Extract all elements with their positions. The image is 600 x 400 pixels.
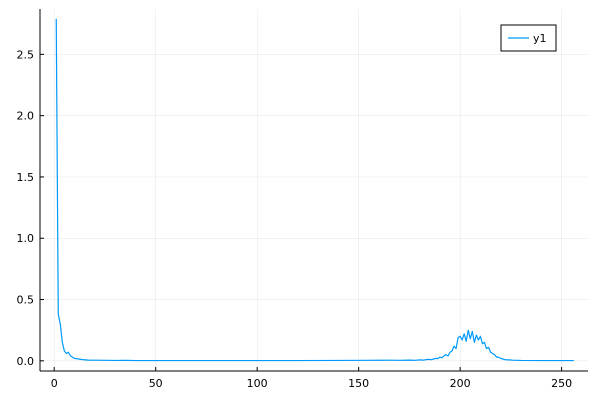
legend: y1 <box>500 24 557 52</box>
x-tick-label: 100 <box>247 377 268 390</box>
axes: 0 50 100 150 200 250 0.0 0.5 1.0 1.5 2.0 2.5 <box>17 9 588 390</box>
legend-label: y1 <box>533 32 547 45</box>
y-tick-label: 1.5 <box>17 171 35 184</box>
x-tick-label: 200 <box>450 377 471 390</box>
y-tick-label: 2.0 <box>17 110 35 123</box>
x-tick-label: 0 <box>51 377 58 390</box>
y-tick-label: 0.5 <box>17 294 35 307</box>
series-layer <box>55 18 574 362</box>
grid-lines <box>40 9 588 371</box>
y-tick-label: 0.0 <box>17 355 35 368</box>
series-line-y1 <box>55 18 574 362</box>
x-tick-label: 150 <box>348 377 369 390</box>
x-tick-label: 50 <box>149 377 163 390</box>
y-tick-label: 1.0 <box>17 232 35 245</box>
y-tick-label: 2.5 <box>17 48 35 61</box>
x-tick-label: 250 <box>551 377 572 390</box>
